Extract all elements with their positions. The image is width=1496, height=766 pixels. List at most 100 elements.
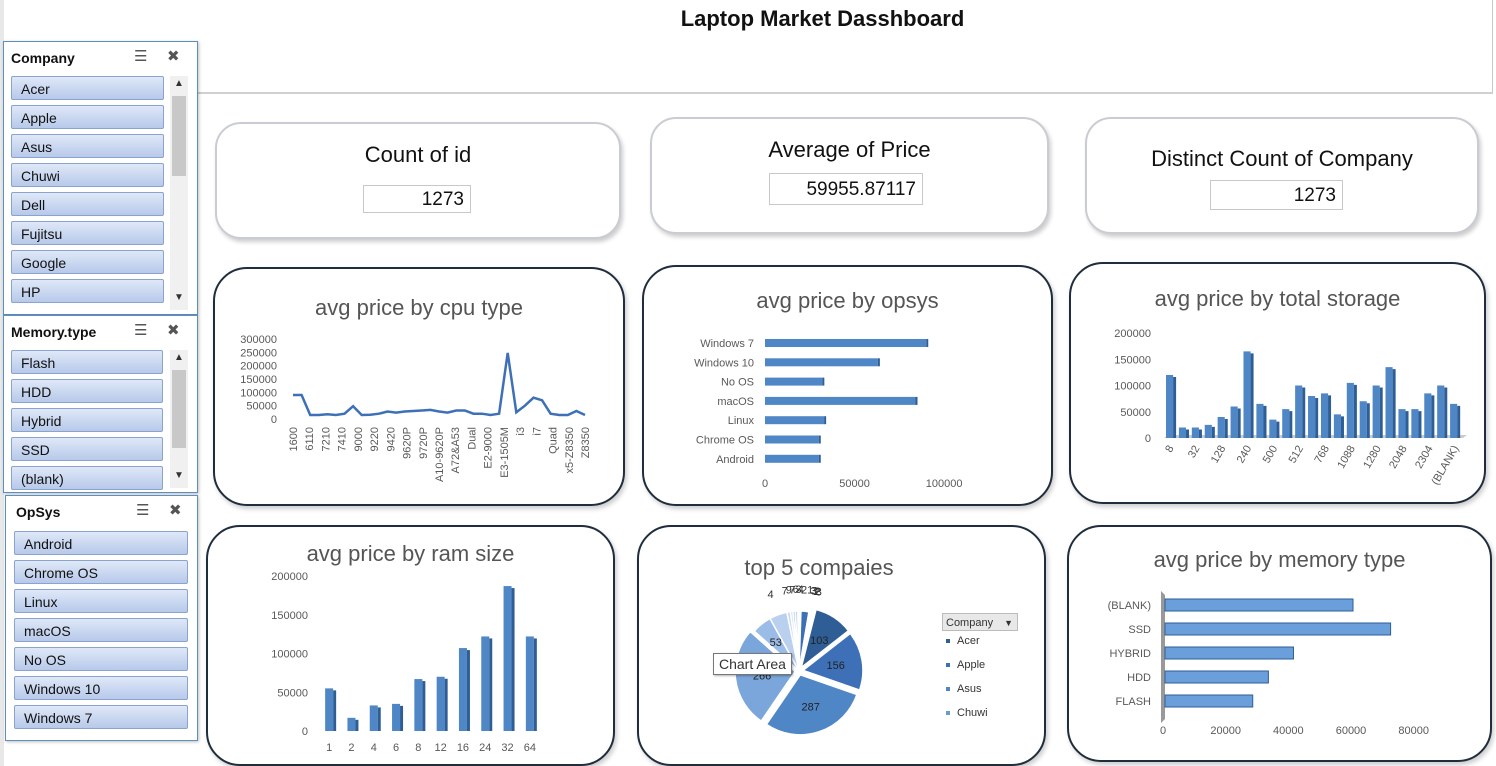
opsys-bar[interactable] [765,435,819,444]
ram-bar[interactable] [503,586,512,731]
slicer-item[interactable]: Asus [11,134,164,158]
opsys-bar[interactable] [765,377,823,386]
storage-bar[interactable] [1385,367,1393,438]
storage-bar[interactable] [1308,396,1316,438]
scroll-up-icon[interactable]: ▲ [174,352,184,363]
pie-slice[interactable] [799,608,850,670]
storage-bar[interactable] [1191,427,1199,439]
pie-slice[interactable] [765,673,858,736]
opsys-bar[interactable] [765,358,878,367]
storage-bar[interactable] [1217,417,1225,438]
slicer-item[interactable]: Apple [11,105,164,129]
opsys-bar[interactable] [765,339,927,347]
storage-bar[interactable] [1256,403,1264,438]
memory-type-slicer[interactable]: Memory.type ☰ ✖ Flash HDD Hybrid SSD (blank)… [3,315,198,493]
storage-bar[interactable] [1320,393,1329,438]
storage-bar[interactable] [1243,351,1251,438]
clear-filter-icon[interactable]: ✖ [169,502,182,519]
ram-bar[interactable] [458,648,467,731]
legend-item[interactable]: Acer [946,635,980,649]
storage-bar[interactable] [1437,385,1445,439]
slicer-item[interactable]: SSD [11,437,163,461]
opsys-slicer[interactable]: OpSys ☰ ✖ Android Chrome OS Linux macOS No O… [5,495,198,741]
pie-slice[interactable] [801,632,864,692]
clear-filter-icon[interactable]: ✖ [167,322,180,339]
cpu-series-line[interactable] [293,352,586,417]
storage-bar[interactable] [1450,403,1458,438]
ram-bar[interactable] [436,676,445,731]
ram-bar[interactable] [325,688,334,731]
scroll-down-icon[interactable]: ▼ [174,470,184,481]
storage-bar[interactable] [1333,414,1341,438]
slicer-item[interactable]: HDD [11,379,163,403]
slicer-item[interactable]: Windows 10 [14,676,188,700]
pie-slice[interactable] [798,611,815,672]
company-legend[interactable]: Company ▼ Acer Apple Asus Chuwi [942,613,1022,733]
legend-item[interactable]: Chuwi [946,707,988,721]
storage-bar[interactable] [1411,409,1419,438]
opsys-bar[interactable] [765,454,819,463]
legend-item[interactable]: Apple [946,659,985,673]
slicer-item[interactable]: Windows 7 [14,705,188,729]
slicer-item[interactable]: Android [14,531,188,555]
ram-bar[interactable] [481,636,490,731]
slicer-item[interactable]: Linux [14,589,188,613]
memory-bar[interactable] [1164,622,1392,636]
memory-bar[interactable] [1164,670,1269,684]
slicer-item[interactable]: Flash [11,350,163,374]
storage-bar[interactable] [1204,424,1212,438]
top-companies-chart[interactable]: top 5 compaies 103 156 287 266 53 4 7 9 7 6 3 4 21 3 3… [637,525,1046,766]
storage-bar[interactable] [1346,382,1354,438]
ram-bar[interactable] [525,636,534,731]
storage-bar[interactable] [1269,419,1277,438]
memory-bar[interactable] [1164,646,1294,660]
memory-bar[interactable] [1164,598,1354,612]
storage-bar[interactable] [1359,401,1367,438]
multi-select-icon[interactable]: ☰ [134,322,148,339]
dropdown-arrow-icon[interactable]: ▼ [1004,618,1013,628]
scroll-down-icon[interactable]: ▼ [174,292,184,303]
storage-bar[interactable] [1398,409,1406,438]
slicer-item[interactable]: Chuwi [11,163,164,187]
slicer-item[interactable]: Dell [11,192,164,216]
storage-bar[interactable] [1282,409,1290,438]
multi-select-icon[interactable]: ☰ [136,502,150,519]
slicer-item[interactable]: (blank) [11,466,163,490]
storage-price-chart[interactable]: avg price by total storage 0 50000 100000 1… [1069,262,1486,504]
scroll-thumb[interactable] [172,370,186,448]
opsys-bar[interactable] [765,416,825,425]
legend-header[interactable]: Company ▼ [942,613,1018,631]
legend-item[interactable]: Asus [946,683,981,697]
slicer-item[interactable]: No OS [14,647,188,671]
memory-price-chart[interactable]: avg price by memory type (BLANK) SSD HYBRI… [1067,525,1492,762]
scroll-thumb[interactable] [172,96,186,176]
ram-bar[interactable] [347,717,356,731]
storage-bar[interactable] [1230,406,1238,439]
slicer-item[interactable]: Chrome OS [14,560,188,584]
ram-bar[interactable] [414,679,423,731]
storage-bar[interactable] [1424,393,1432,438]
memory-bar[interactable] [1164,694,1254,708]
slicer-scrollbar[interactable]: ▲ ▼ [170,350,188,488]
clear-filter-icon[interactable]: ✖ [167,48,180,65]
opsys-price-chart[interactable]: avg price by opsys Windows 7 Windows 10 No… [642,265,1053,506]
multi-select-icon[interactable]: ☰ [134,48,148,65]
storage-bar[interactable] [1372,385,1380,439]
opsys-bar[interactable] [765,396,916,405]
ram-bar[interactable] [392,703,401,731]
slicer-scrollbar[interactable]: ▲ ▼ [170,76,188,310]
scroll-up-icon[interactable]: ▲ [174,78,184,89]
slicer-item[interactable]: macOS [14,618,188,642]
ram-price-chart[interactable]: avg price by ram size 0 50000 100000 150000… [206,525,615,766]
company-slicer[interactable]: Company ☰ ✖ Acer Apple Asus Chuwi Dell Fujits… [3,41,198,315]
cpu-price-chart[interactable]: avg price by cpu type 0 50000 100000 150000… [213,267,625,506]
ram-bar[interactable] [369,705,378,731]
storage-bar[interactable] [1166,375,1174,438]
slicer-item[interactable]: Fujitsu [11,221,164,245]
storage-bar[interactable] [1178,427,1187,439]
slicer-item[interactable]: Google [11,250,164,274]
slicer-item[interactable]: HP [11,279,164,303]
storage-bar[interactable] [1295,385,1303,439]
slicer-item[interactable]: Hybrid [11,408,163,432]
slicer-item[interactable]: Acer [11,76,164,100]
